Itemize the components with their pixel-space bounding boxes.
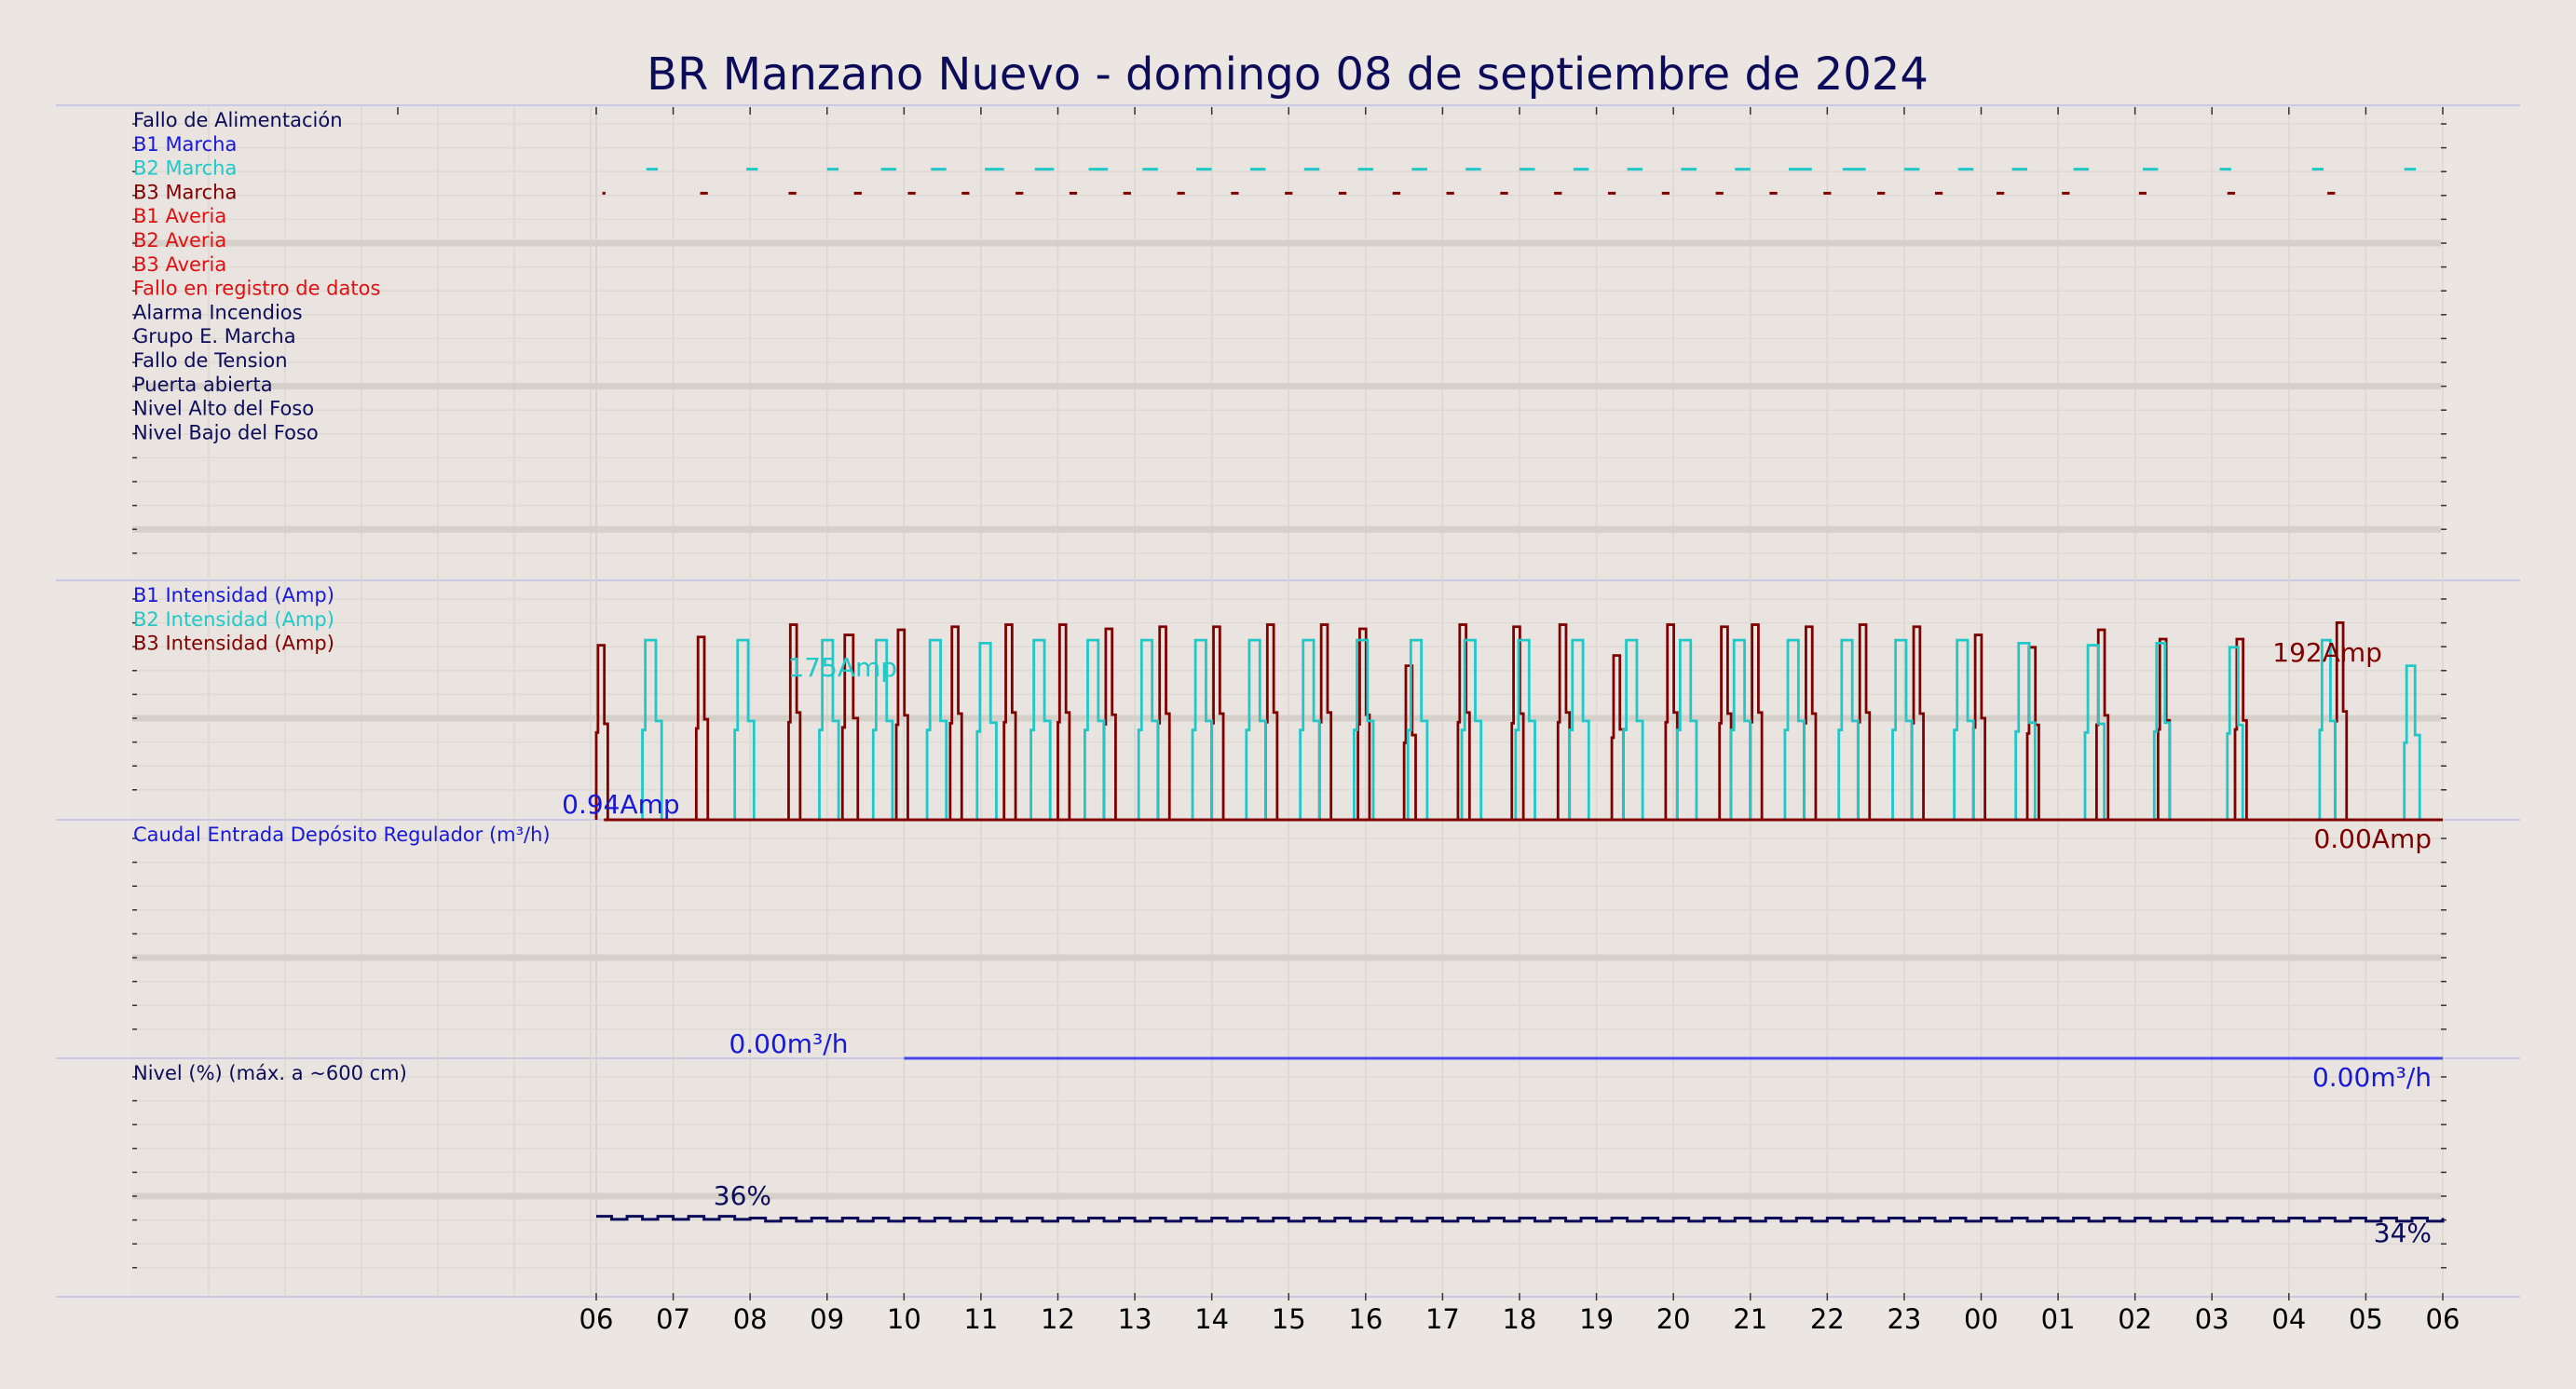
value-annotation: 0.94Amp [562, 789, 680, 820]
series-label: Fallo de Tension [133, 349, 288, 372]
series-label: B3 Averia [133, 253, 226, 276]
x-tick-label: 15 [1272, 1303, 1306, 1335]
series-label: Puerta abierta [133, 374, 273, 396]
intensity-line [594, 620, 2443, 822]
chart-title: BR Manzano Nuevo - domingo 08 de septiem… [647, 48, 1929, 101]
x-tick-label: 21 [1733, 1303, 1767, 1335]
series-label: B2 Averia [133, 229, 226, 252]
x-tick-label: 12 [1041, 1303, 1075, 1335]
x-tick-label: 13 [1118, 1303, 1152, 1335]
series-label: Caudal Entrada Depósito Regulador (m³/h) [133, 824, 551, 846]
x-tick-label: 08 [733, 1303, 768, 1335]
x-tick-label: 05 [2349, 1303, 2383, 1335]
x-tick-label: 02 [2118, 1303, 2152, 1335]
value-annotation: 36% [714, 1180, 771, 1211]
x-tick-label: 22 [1810, 1303, 1845, 1335]
x-tick-label: 07 [656, 1303, 690, 1335]
series-label: Grupo E. Marcha [133, 325, 296, 347]
x-tick-label: 20 [1656, 1303, 1691, 1335]
x-tick-label: 03 [2195, 1303, 2229, 1335]
x-tick-label: 06 [2426, 1303, 2460, 1335]
grid [56, 104, 2520, 1300]
value-annotation: 0.00m³/h [729, 1028, 848, 1059]
x-tick-label: 01 [2041, 1303, 2076, 1335]
series-label: Nivel Bajo del Foso [133, 421, 319, 443]
value-annotation: 34% [2374, 1218, 2432, 1248]
x-tick-label: 09 [810, 1303, 844, 1335]
x-tick-label: 23 [1887, 1303, 1921, 1335]
value-annotation: 192Amp [2272, 637, 2382, 668]
series-label: B2 Marcha [133, 157, 237, 180]
series-label: B1 Marcha [133, 133, 237, 156]
series-label: B3 Marcha [133, 181, 237, 203]
series-label: Alarma Incendios [133, 301, 303, 323]
x-tick-label: 19 [1579, 1303, 1614, 1335]
x-tick-label: 14 [1194, 1303, 1229, 1335]
series-label: Fallo de Alimentación [133, 109, 343, 131]
level-line [596, 1215, 2445, 1223]
x-tick-label: 06 [579, 1303, 614, 1335]
series-label: B1 Intensidad (Amp) [133, 584, 334, 606]
x-tick-label: 16 [1348, 1303, 1383, 1335]
labels: 06 07 08 09 10 11 12 13 14 15 16 17 18 19 20 21 22 23 00 01… [133, 109, 2460, 1335]
plot-area [132, 105, 2441, 1297]
x-tick-label: 17 [1425, 1303, 1460, 1335]
series [594, 168, 2445, 1223]
x-tick-label: 18 [1503, 1303, 1537, 1335]
x-tick-label: 04 [2271, 1303, 2306, 1335]
series-label: Fallo en registro de datos [133, 278, 380, 300]
x-tick-label: 10 [887, 1303, 921, 1335]
x-tick-label: 00 [1964, 1303, 1998, 1335]
value-annotation: 0.00Amp [2313, 824, 2432, 854]
plot-background [132, 105, 2441, 1297]
series-label: B3 Intensidad (Amp) [133, 633, 334, 655]
series-label: Nivel (%) (máx. a ~600 cm) [133, 1062, 407, 1084]
series-label: B2 Intensidad (Amp) [133, 608, 334, 631]
value-annotation: 175Amp [787, 652, 897, 683]
x-tick-label: 11 [963, 1303, 998, 1335]
value-annotation: 0.00m³/h [2312, 1062, 2432, 1093]
series-label: B1 Averia [133, 205, 226, 227]
series-label: Nivel Alto del Foso [133, 398, 314, 420]
